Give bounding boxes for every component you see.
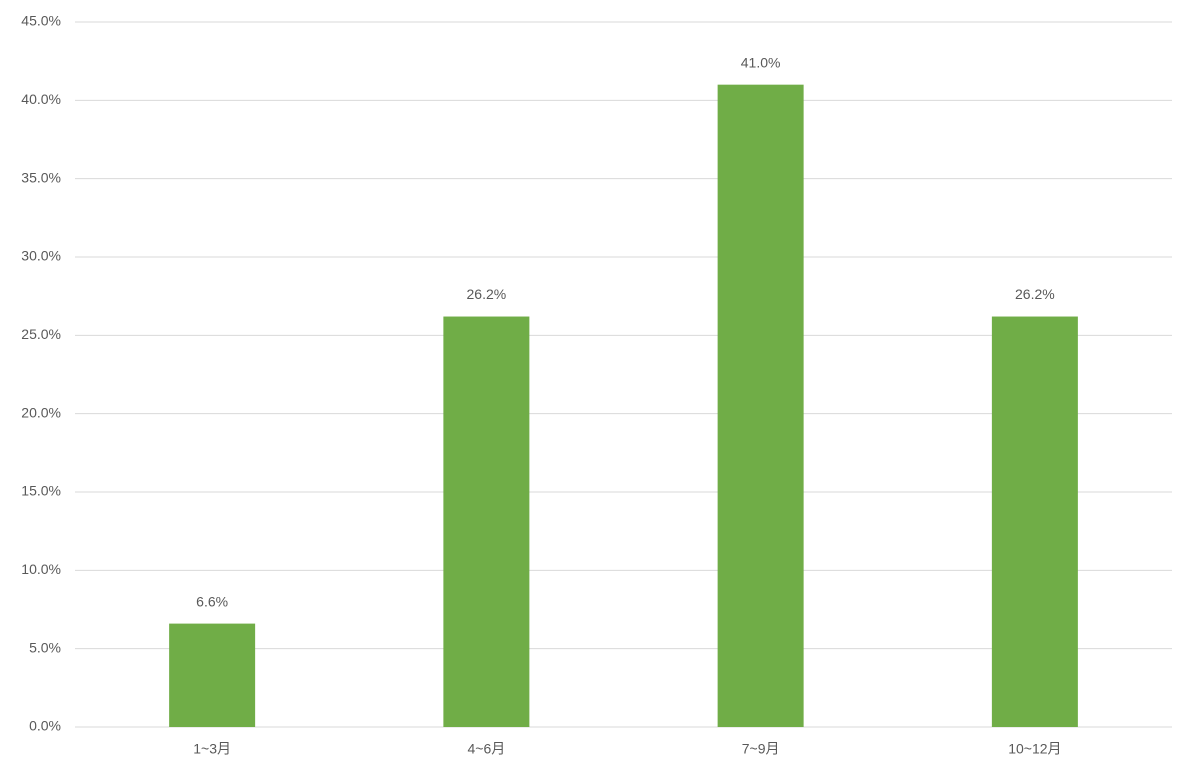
value-label: 26.2%: [1015, 286, 1055, 302]
x-tick-label: 7~9月: [742, 741, 780, 757]
y-tick-label: 35.0%: [21, 169, 61, 185]
value-label: 41.0%: [741, 54, 781, 70]
y-tick-label: 15.0%: [21, 483, 61, 499]
y-tick-label: 0.0%: [29, 718, 61, 734]
x-tick-label: 1~3月: [193, 741, 231, 757]
bar: [169, 623, 256, 727]
value-label: 6.6%: [196, 593, 228, 609]
bar: [717, 84, 804, 727]
y-tick-label: 20.0%: [21, 404, 61, 420]
y-tick-label: 10.0%: [21, 561, 61, 577]
y-tick-label: 5.0%: [29, 639, 61, 655]
x-tick-label: 10~12月: [1008, 741, 1061, 757]
y-tick-label: 30.0%: [21, 248, 61, 264]
y-tick-label: 45.0%: [21, 13, 61, 29]
bar: [991, 316, 1078, 727]
y-tick-label: 25.0%: [21, 326, 61, 342]
value-label: 26.2%: [467, 286, 507, 302]
x-tick-label: 4~6月: [468, 741, 506, 757]
bar: [443, 316, 530, 727]
y-tick-label: 40.0%: [21, 91, 61, 107]
